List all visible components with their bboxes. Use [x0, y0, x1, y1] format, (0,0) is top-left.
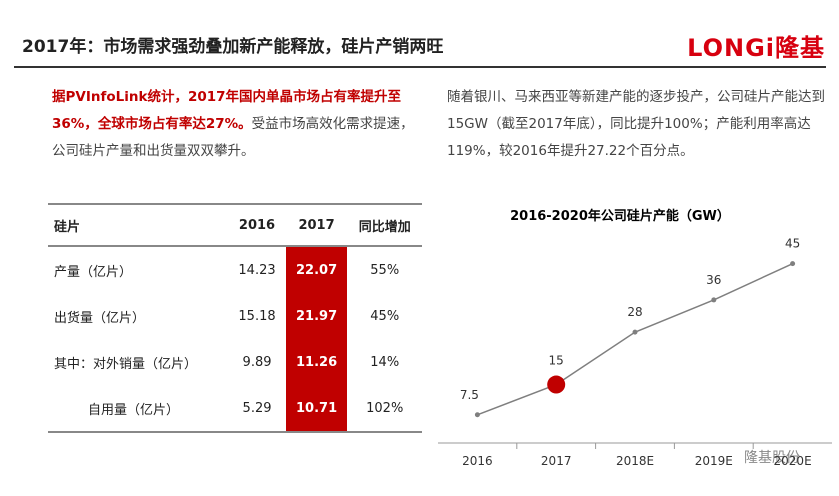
x-tick-label: 2017: [541, 454, 572, 468]
table-cell: 55%: [370, 262, 400, 278]
data-label: 7.5: [460, 388, 479, 402]
table-cell: 21.97: [285, 293, 348, 339]
table-cell: 15.18: [238, 308, 276, 324]
table-cell: 22.07: [285, 246, 348, 293]
table-cell: 14%: [370, 354, 400, 370]
x-tick-label: 2020E: [774, 454, 812, 468]
table-cell: 11.26: [285, 339, 348, 385]
column-header: 硅片: [48, 203, 229, 247]
table-cell: 102%: [347, 385, 422, 433]
line: [477, 262, 793, 416]
table-cell: 其中：对外销量（亿片）: [54, 356, 198, 372]
table-row: 其中：对外销量（亿片） 9.89 11.26 14%: [48, 339, 422, 385]
body-text: 受益市场高效化需求提速，公司硅片产量和出货量双双攀升。: [52, 116, 414, 159]
table-cell: 出货量（亿片）: [54, 310, 146, 326]
table-row: 出货量（亿片） 15.18 21.97 45%: [48, 293, 422, 339]
logo-en: LONGi: [687, 34, 775, 62]
data-label: 45: [785, 237, 800, 251]
data-label: 36: [706, 273, 721, 287]
divider: [14, 66, 826, 68]
table-cell: 5.29: [228, 385, 286, 433]
point: [632, 329, 638, 335]
watermark: 隆基股份: [744, 449, 800, 466]
point: [790, 261, 796, 267]
table-cell: 自用量（亿片）: [48, 385, 229, 433]
highlight-text: 据PVInfoLink统计，2017年国内单晶市场占有率提升至36%，全球市场占…: [52, 89, 402, 132]
table-cell: 产量（亿片）: [54, 264, 133, 280]
table-row: 自用量（亿片） 5.29 10.71 102%: [48, 385, 422, 433]
x-tick-label: 2019E: [695, 454, 733, 468]
table-cell: 10.71: [285, 385, 348, 433]
chart-title: 2016-2020年公司硅片产能（GW）: [510, 208, 730, 224]
point: [711, 297, 717, 303]
x-tick-label: 2016: [462, 454, 493, 468]
table-cell: 9.89: [242, 354, 272, 370]
logo: LONGi隆基: [687, 28, 825, 63]
table-cell: 14.23: [238, 262, 276, 278]
right-paragraph: 随着银川、马来西亚等新建产能的逐步投产，公司硅片产能达到15GW（截至2017年…: [447, 89, 825, 159]
highlight-point: [547, 375, 566, 394]
table-row: 产量（亿片） 14.23 22.07 55%: [48, 246, 422, 293]
logo-cn: 隆基: [775, 34, 825, 62]
column-header: 2017: [285, 203, 348, 247]
slide-title: 2017年：市场需求强劲叠加新产能释放，硅片产销两旺: [22, 37, 444, 57]
table-header: 硅片 2016 2017 同比增加: [48, 203, 422, 247]
column-header: 同比增加: [347, 203, 422, 247]
data-label: 28: [627, 305, 642, 319]
x-tick-label: 2018E: [616, 454, 654, 468]
column-header: 2016: [228, 203, 286, 247]
data-table: 硅片 2016 2017 同比增加产量（亿片） 14.23 22.07 55% 出货量（亿片）…: [48, 203, 422, 433]
point: [474, 412, 480, 418]
data-label: 15: [549, 354, 564, 368]
table-cell: 45%: [370, 308, 400, 324]
left-paragraph: 据PVInfoLink统计，2017年国内单晶市场占有率提升至36%，全球市场占…: [52, 84, 420, 165]
